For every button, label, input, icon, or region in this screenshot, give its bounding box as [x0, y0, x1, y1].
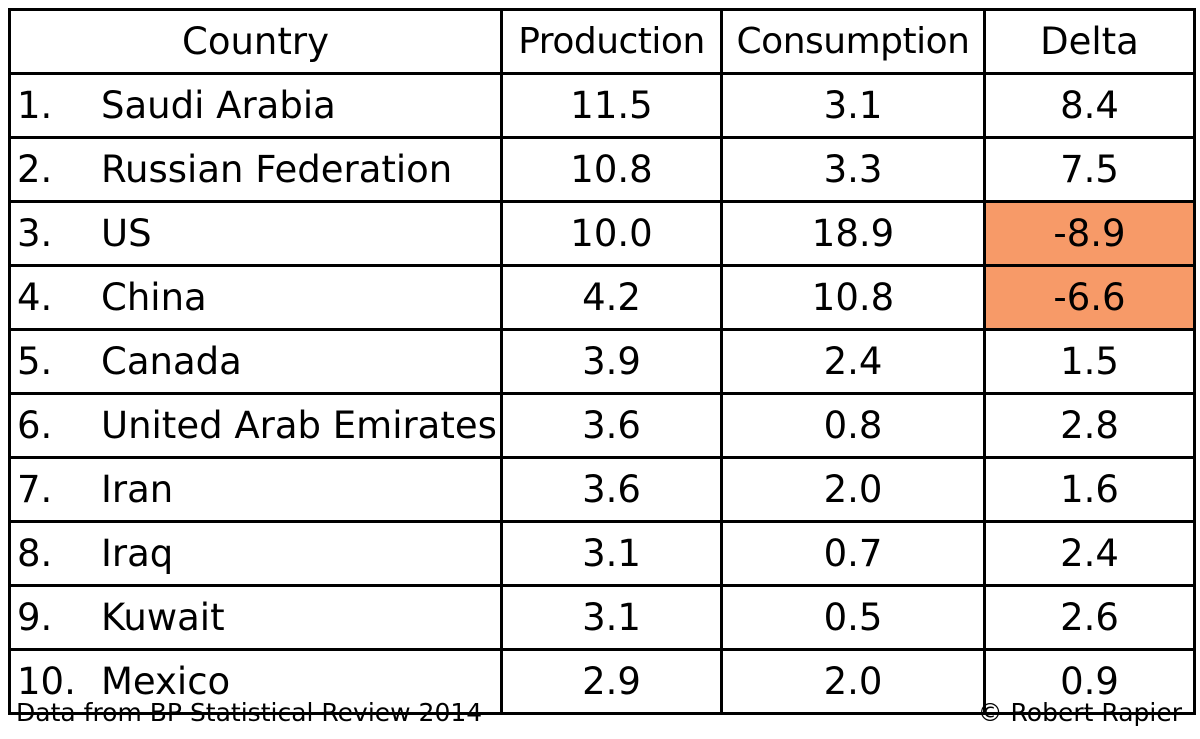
rank-label: 4.	[17, 276, 53, 319]
delta-cell: 0.9	[983, 648, 1196, 715]
rank-label: 6.	[17, 404, 53, 447]
country-name: Canada	[101, 340, 242, 383]
delta-cell: 1.6	[983, 456, 1196, 523]
header-delta: Delta	[983, 8, 1196, 75]
country-name: Mexico	[101, 660, 231, 703]
delta-cell-negative: -8.9	[983, 200, 1196, 267]
table-row: 3. US 10.0 18.9 -8.9	[8, 200, 1196, 267]
production-cell: 3.1	[500, 520, 723, 587]
production-cell: 3.6	[500, 392, 723, 459]
rank-label: 9.	[17, 596, 53, 639]
header-country: Country	[8, 8, 503, 75]
production-cell: 3.1	[500, 584, 723, 651]
rank-label: 1.	[17, 84, 53, 127]
copyright-note: © Robert Rapier	[977, 698, 1182, 727]
table-row: 5. Canada 3.9 2.4 1.5	[8, 328, 1196, 395]
consumption-cell: 10.8	[720, 264, 986, 331]
country-name: Iran	[101, 468, 174, 511]
rank-label: 3.	[17, 212, 53, 255]
country-name: United Arab Emirates	[101, 404, 497, 447]
country-cell: 6. United Arab Emirates	[8, 392, 503, 459]
country-name: Russian Federation	[101, 148, 453, 191]
table-row: 10. Mexico 2.9 2.0 0.9	[8, 648, 1196, 715]
country-name: US	[101, 212, 152, 255]
country-name: Saudi Arabia	[101, 84, 336, 127]
country-cell: 2. Russian Federation	[8, 136, 503, 203]
consumption-cell: 0.5	[720, 584, 986, 651]
table-row: 8. Iraq 3.1 0.7 2.4	[8, 520, 1196, 587]
production-cell: 3.9	[500, 328, 723, 395]
oil-production-consumption-table: Country Production Consumption Delta 1. S…	[8, 8, 1196, 715]
consumption-cell: 3.3	[720, 136, 986, 203]
country-name: China	[101, 276, 207, 319]
table-row: 9. Kuwait 3.1 0.5 2.6	[8, 584, 1196, 651]
consumption-cell: 0.7	[720, 520, 986, 587]
rank-label: 8.	[17, 532, 53, 575]
table-row: 1. Saudi Arabia 11.5 3.1 8.4	[8, 72, 1196, 139]
source-note: Data from BP Statistical Review 2014	[16, 698, 483, 727]
country-cell: 8. Iraq	[8, 520, 503, 587]
table-body: 1. Saudi Arabia 11.5 3.1 8.4 2. Russian Federa…	[8, 72, 1196, 715]
consumption-cell: 2.4	[720, 328, 986, 395]
table-row: 2. Russian Federation 10.8 3.3 7.5	[8, 136, 1196, 203]
consumption-cell: 2.0	[720, 648, 986, 715]
production-cell: 4.2	[500, 264, 723, 331]
country-cell: 9. Kuwait	[8, 584, 503, 651]
delta-cell: 8.4	[983, 72, 1196, 139]
country-cell: 5. Canada	[8, 328, 503, 395]
country-cell: 3. US	[8, 200, 503, 267]
production-cell: 10.8	[500, 136, 723, 203]
delta-cell: 7.5	[983, 136, 1196, 203]
table-row: 7. Iran 3.6 2.0 1.6	[8, 456, 1196, 523]
delta-cell: 2.6	[983, 584, 1196, 651]
header-row: Country Production Consumption Delta	[8, 8, 1196, 75]
rank-label: 5.	[17, 340, 53, 383]
table-row: 4. China 4.2 10.8 -6.6	[8, 264, 1196, 331]
header-consumption: Consumption	[720, 8, 986, 75]
header-production: Production	[500, 8, 723, 75]
production-cell: 10.0	[500, 200, 723, 267]
country-name: Iraq	[101, 532, 174, 575]
consumption-cell: 0.8	[720, 392, 986, 459]
consumption-cell: 3.1	[720, 72, 986, 139]
country-cell: 10. Mexico	[8, 648, 503, 715]
rank-label: 2.	[17, 148, 53, 191]
delta-cell-negative: -6.6	[983, 264, 1196, 331]
delta-cell: 1.5	[983, 328, 1196, 395]
country-name: Kuwait	[101, 596, 225, 639]
delta-cell: 2.8	[983, 392, 1196, 459]
table-row: 6. United Arab Emirates 3.6 0.8 2.8	[8, 392, 1196, 459]
country-cell: 1. Saudi Arabia	[8, 72, 503, 139]
delta-cell: 2.4	[983, 520, 1196, 587]
consumption-cell: 18.9	[720, 200, 986, 267]
production-cell: 2.9	[500, 648, 723, 715]
consumption-cell: 2.0	[720, 456, 986, 523]
country-cell: 4. China	[8, 264, 503, 331]
rank-label: 10.	[17, 660, 76, 703]
production-cell: 11.5	[500, 72, 723, 139]
production-cell: 3.6	[500, 456, 723, 523]
rank-label: 7.	[17, 468, 53, 511]
country-cell: 7. Iran	[8, 456, 503, 523]
